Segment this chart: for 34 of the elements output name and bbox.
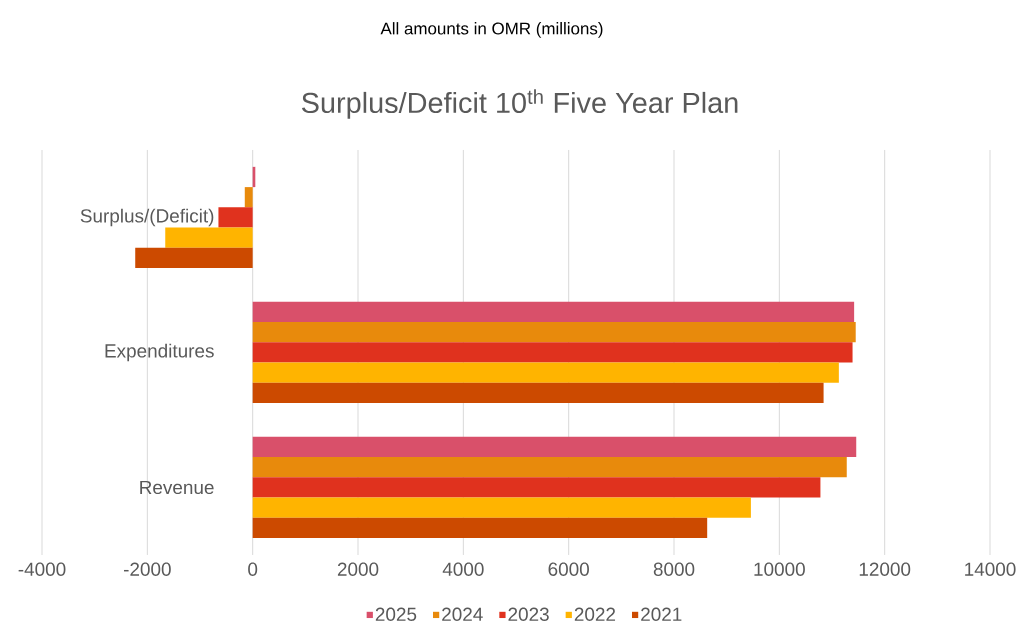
x-tick-label: -4000 xyxy=(18,562,66,576)
x-tick-label: 0 xyxy=(248,562,258,576)
bar xyxy=(252,301,855,323)
y-tick-label: Expenditures xyxy=(105,343,214,362)
bar xyxy=(135,247,253,269)
bar xyxy=(252,382,824,404)
bar xyxy=(252,517,708,539)
x-tick-label: 8000 xyxy=(653,562,695,576)
x-tick-label: 6000 xyxy=(548,562,589,576)
legend-label: 2022 xyxy=(574,607,616,621)
bar xyxy=(244,187,253,208)
y-tick-label: Surplus/(Deficit) xyxy=(80,208,214,227)
bar xyxy=(252,457,847,478)
chart-title: Surplus/Deficit 10$^{th}$ Five Year Plan xyxy=(301,89,738,119)
x-tick-label: 4000 xyxy=(442,562,484,576)
x-tick-label: 14000 xyxy=(965,562,1016,576)
bar xyxy=(252,497,751,518)
legend-label: 2025 xyxy=(375,607,417,621)
bar xyxy=(252,477,821,498)
legend-label: 2021 xyxy=(641,607,682,621)
x-tick-label: -2000 xyxy=(123,562,171,576)
legend-label: 2023 xyxy=(508,607,549,621)
bar xyxy=(252,342,853,363)
bar xyxy=(218,207,253,228)
x-tick-label: 2000 xyxy=(337,562,379,576)
x-tick-label: 10000 xyxy=(754,562,805,576)
x-tick-label: 12000 xyxy=(859,562,911,576)
legend-label: 2024 xyxy=(442,607,483,621)
bar xyxy=(252,436,857,458)
y-tick-label: Revenue xyxy=(140,480,214,495)
chart-subtitle: All amounts in OMR (millions) xyxy=(380,22,603,38)
bar xyxy=(252,362,839,383)
bar xyxy=(252,322,856,343)
bar xyxy=(165,227,253,248)
